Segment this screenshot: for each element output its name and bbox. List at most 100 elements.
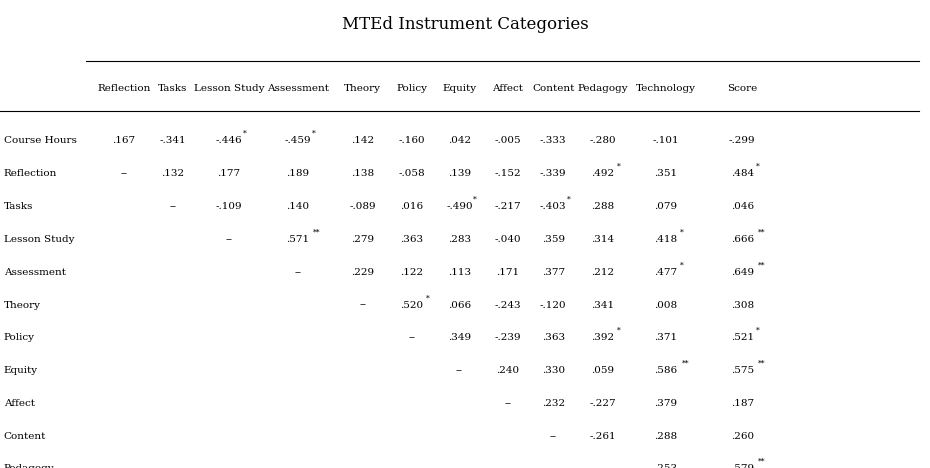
Text: -.299: -.299 — [729, 136, 755, 145]
Text: -.339: -.339 — [540, 168, 566, 178]
Text: -.239: -.239 — [495, 333, 521, 343]
Text: --: -- — [294, 268, 301, 277]
Text: Tasks: Tasks — [4, 202, 33, 212]
Text: --: -- — [225, 235, 232, 244]
Text: .279: .279 — [352, 235, 374, 244]
Text: Pedagogy: Pedagogy — [578, 84, 628, 94]
Text: .253: .253 — [655, 464, 677, 468]
Text: *: * — [567, 196, 571, 204]
Text: -.101: -.101 — [653, 136, 679, 145]
Text: .363: .363 — [542, 333, 565, 343]
Text: Reflection: Reflection — [4, 168, 57, 178]
Text: -.120: -.120 — [540, 300, 566, 310]
Text: .140: .140 — [286, 202, 309, 212]
Text: -.446: -.446 — [216, 136, 242, 145]
Text: .079: .079 — [655, 202, 677, 212]
Text: .232: .232 — [542, 399, 565, 408]
Text: .167: .167 — [113, 136, 135, 145]
Text: .229: .229 — [352, 268, 374, 277]
Text: -.403: -.403 — [540, 202, 566, 212]
Text: .189: .189 — [286, 168, 309, 178]
Text: .308: .308 — [731, 300, 753, 310]
Text: -.160: -.160 — [399, 136, 425, 145]
Text: -.005: -.005 — [495, 136, 521, 145]
Text: .177: .177 — [218, 168, 240, 178]
Text: .142: .142 — [352, 136, 374, 145]
Text: *: * — [680, 228, 684, 237]
Text: -.109: -.109 — [216, 202, 242, 212]
Text: Equity: Equity — [443, 84, 476, 94]
Text: Policy: Policy — [4, 333, 34, 343]
Text: .492: .492 — [591, 168, 614, 178]
Text: --: -- — [550, 431, 557, 441]
Text: --: -- — [169, 202, 177, 212]
Text: **: ** — [682, 359, 689, 368]
Text: **: ** — [758, 458, 765, 466]
Text: Lesson Study: Lesson Study — [193, 84, 264, 94]
Text: .377: .377 — [542, 268, 565, 277]
Text: .212: .212 — [591, 268, 614, 277]
Text: .113: .113 — [448, 268, 471, 277]
Text: -.040: -.040 — [495, 235, 521, 244]
Text: .571: .571 — [286, 235, 309, 244]
Text: Reflection: Reflection — [97, 84, 151, 94]
Text: .341: .341 — [591, 300, 614, 310]
Text: .351: .351 — [655, 168, 677, 178]
Text: --: -- — [599, 464, 606, 468]
Text: *: * — [680, 261, 684, 270]
Text: .008: .008 — [655, 300, 677, 310]
Text: .066: .066 — [448, 300, 471, 310]
Text: -.152: -.152 — [495, 168, 521, 178]
Text: .046: .046 — [731, 202, 753, 212]
Text: .586: .586 — [655, 366, 677, 375]
Text: -.490: -.490 — [446, 202, 472, 212]
Text: Assessment: Assessment — [4, 268, 66, 277]
Text: .016: .016 — [401, 202, 423, 212]
Text: .359: .359 — [542, 235, 565, 244]
Text: MTEd Instrument Categories: MTEd Instrument Categories — [341, 16, 589, 33]
Text: .122: .122 — [401, 268, 423, 277]
Text: .138: .138 — [352, 168, 374, 178]
Text: -.089: -.089 — [350, 202, 376, 212]
Text: --: -- — [120, 168, 127, 178]
Text: Lesson Study: Lesson Study — [4, 235, 74, 244]
Text: Content: Content — [532, 84, 575, 94]
Text: Equity: Equity — [4, 366, 38, 375]
Text: .649: .649 — [731, 268, 753, 277]
Text: **: ** — [758, 261, 765, 270]
Text: .477: .477 — [655, 268, 677, 277]
Text: .330: .330 — [542, 366, 565, 375]
Text: *: * — [617, 162, 620, 170]
Text: Affect: Affect — [4, 399, 34, 408]
Text: .288: .288 — [655, 431, 677, 441]
Text: -.058: -.058 — [399, 168, 425, 178]
Text: .059: .059 — [591, 366, 614, 375]
Text: .371: .371 — [655, 333, 677, 343]
Text: .314: .314 — [591, 235, 614, 244]
Text: -.280: -.280 — [590, 136, 616, 145]
Text: Theory: Theory — [344, 84, 381, 94]
Text: .139: .139 — [448, 168, 471, 178]
Text: --: -- — [408, 333, 416, 343]
Text: .484: .484 — [731, 168, 753, 178]
Text: Technology: Technology — [636, 84, 696, 94]
Text: **: ** — [313, 228, 321, 237]
Text: --: -- — [504, 399, 512, 408]
Text: .575: .575 — [731, 366, 753, 375]
Text: .418: .418 — [655, 235, 677, 244]
Text: Affect: Affect — [492, 84, 524, 94]
Text: -.261: -.261 — [590, 431, 616, 441]
Text: .240: .240 — [497, 366, 519, 375]
Text: *: * — [243, 129, 246, 138]
Text: .171: .171 — [497, 268, 519, 277]
Text: -.341: -.341 — [160, 136, 186, 145]
Text: Theory: Theory — [4, 300, 41, 310]
Text: .520: .520 — [401, 300, 423, 310]
Text: .363: .363 — [401, 235, 423, 244]
Text: Policy: Policy — [396, 84, 428, 94]
Text: .521: .521 — [731, 333, 753, 343]
Text: *: * — [617, 327, 620, 335]
Text: .349: .349 — [448, 333, 471, 343]
Text: .283: .283 — [448, 235, 471, 244]
Text: Course Hours: Course Hours — [4, 136, 76, 145]
